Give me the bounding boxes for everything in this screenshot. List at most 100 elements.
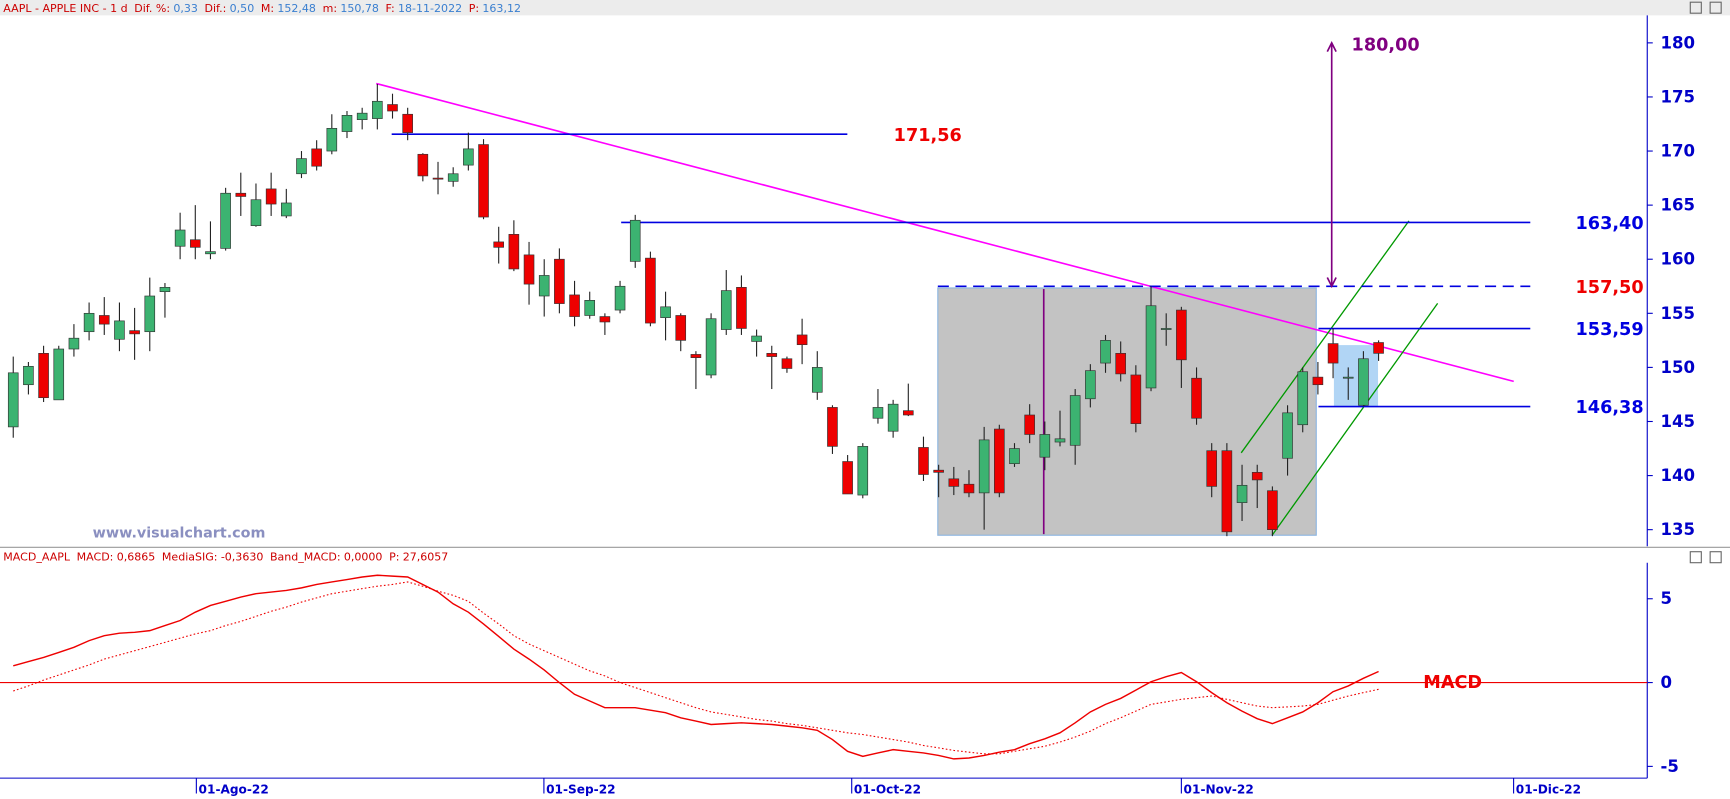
candle-body (38, 353, 49, 399)
y-tick-label: 5 (1660, 589, 1672, 608)
header-field-value: 0,6865 (117, 551, 156, 564)
candle-body (1206, 450, 1218, 487)
y-tick-label: 180 (1660, 33, 1695, 52)
candle-body (235, 192, 247, 197)
candle-body (1342, 376, 1354, 379)
level-label: 157,50 (1576, 278, 1644, 298)
candle-body (1115, 353, 1126, 375)
arrow-head (1326, 41, 1337, 289)
candle-body (478, 144, 489, 218)
candle-body (933, 469, 944, 473)
header-field-label: M: (261, 2, 274, 15)
channel-line (1240, 220, 1410, 454)
indicator-label: MACD (1423, 673, 1482, 693)
header-field-value: 0,33 (173, 2, 198, 15)
candle-body (144, 295, 156, 333)
candle-body (963, 483, 975, 494)
candle-body (872, 407, 884, 419)
candle-body (736, 287, 747, 329)
header-field-value: 18-11-2022 (398, 2, 462, 15)
candle-body (402, 113, 413, 133)
x-tick-label: 01-Nov-22 (1184, 783, 1254, 797)
candle-body (205, 251, 216, 255)
header-field-label: MediaSIG: (162, 551, 218, 564)
y-tick-label: 135 (1660, 520, 1695, 539)
header-field-label: m: (323, 2, 337, 15)
header-field-value: 152,48 (277, 2, 316, 15)
candle-body (417, 153, 429, 177)
candle-body (994, 428, 1005, 494)
y-tick-label: 170 (1660, 142, 1695, 161)
header-bar (0, 0, 1730, 16)
candle-body (645, 257, 656, 324)
y-tick-label: 160 (1660, 250, 1695, 269)
candle-body (1130, 374, 1142, 424)
window-button[interactable] (1689, 1, 1702, 14)
level-label: 163,40 (1576, 214, 1644, 234)
candle-body (1160, 328, 1172, 330)
candle-body (1327, 343, 1339, 364)
candle-body (372, 100, 383, 119)
header-field-label: Band_MACD: (270, 551, 341, 564)
macd-line (13, 574, 1379, 760)
header-text: AAPL - APPLE INC - 1 d Dif. %: 0,33 Dif.: 0,… (3, 2, 521, 15)
window-button[interactable] (1709, 551, 1722, 564)
candle-body (326, 127, 338, 152)
plot: AAPL - APPLE INC - 1 d Dif. %: 0,33 Dif.: 0,… (0, 2, 1695, 796)
candle-body (1221, 450, 1233, 533)
y-tick-label: 175 (1660, 87, 1695, 106)
candle-body (1039, 434, 1051, 458)
candle-body (1297, 371, 1309, 426)
candle-body (508, 234, 520, 270)
candle-body (1100, 340, 1111, 364)
candle-body (1009, 448, 1020, 465)
candle-body (1085, 370, 1096, 400)
candle-body (781, 358, 793, 369)
candle-body (599, 316, 611, 323)
candle-body (281, 202, 292, 217)
candle-body (538, 275, 550, 297)
candle-body (1312, 376, 1324, 386)
header-field-value: 163,12 (482, 2, 521, 15)
candle-body (811, 367, 823, 393)
consolidation-box (1333, 345, 1379, 407)
header-field-label: F: (386, 2, 395, 15)
candle-body (1358, 358, 1369, 406)
candle-body (311, 148, 322, 167)
candle-body (857, 446, 869, 496)
candle-body (1373, 342, 1384, 354)
header-field-label: P: (389, 551, 399, 564)
level-label: 153,59 (1576, 320, 1644, 340)
candle-body (903, 410, 914, 416)
window-button[interactable] (1709, 1, 1722, 14)
candle-body (53, 348, 65, 401)
y-tick-label: 155 (1660, 304, 1695, 323)
window-button[interactable] (1689, 551, 1702, 564)
level-label: 146,38 (1576, 398, 1644, 418)
y-tick-label: 0 (1660, 673, 1672, 692)
candle-body (1054, 438, 1066, 443)
candle-body (189, 239, 201, 248)
candle-body (356, 112, 368, 121)
candle-body (296, 158, 307, 175)
candle-body (1251, 472, 1263, 481)
x-tick-label: 01-Dic-22 (1516, 783, 1581, 797)
candle-body (23, 365, 34, 386)
candle-body (690, 354, 702, 358)
x-tick-label: 01-Sep-22 (546, 783, 615, 797)
candle-body (432, 177, 444, 180)
y-tick-label: 140 (1660, 466, 1695, 485)
candle-body (265, 188, 277, 205)
candle-body (1145, 305, 1157, 389)
macd-line (13, 581, 1379, 755)
candle-body (1236, 484, 1248, 503)
y-tick-label: 165 (1660, 196, 1695, 215)
candle-body (948, 478, 960, 487)
target-label: 180,00 (1352, 36, 1420, 56)
candle-body (250, 199, 262, 227)
candle-body (842, 461, 853, 495)
level-label: 171,56 (894, 126, 962, 146)
candle-body (584, 300, 596, 316)
